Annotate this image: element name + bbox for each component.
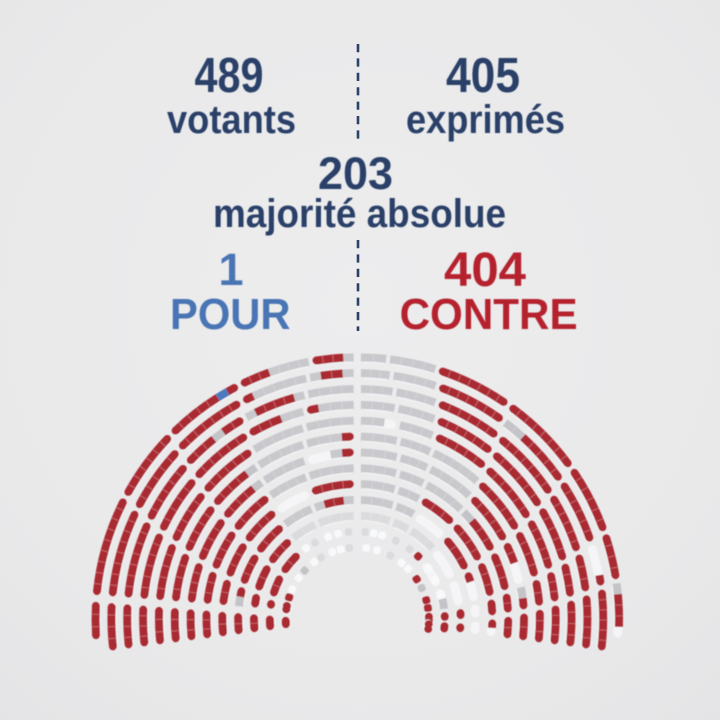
svg-text:1: 1 xyxy=(218,244,243,295)
svg-text:votants: votants xyxy=(167,98,296,142)
svg-text:203: 203 xyxy=(318,148,393,199)
svg-text:majorité absolue: majorité absolue xyxy=(213,192,506,236)
svg-text:POUR: POUR xyxy=(170,290,291,339)
svg-text:exprimés: exprimés xyxy=(406,98,565,142)
svg-text:404: 404 xyxy=(444,244,526,297)
svg-text:405: 405 xyxy=(446,49,520,103)
svg-text:489: 489 xyxy=(195,49,264,103)
svg-text:CONTRE: CONTRE xyxy=(400,291,578,339)
